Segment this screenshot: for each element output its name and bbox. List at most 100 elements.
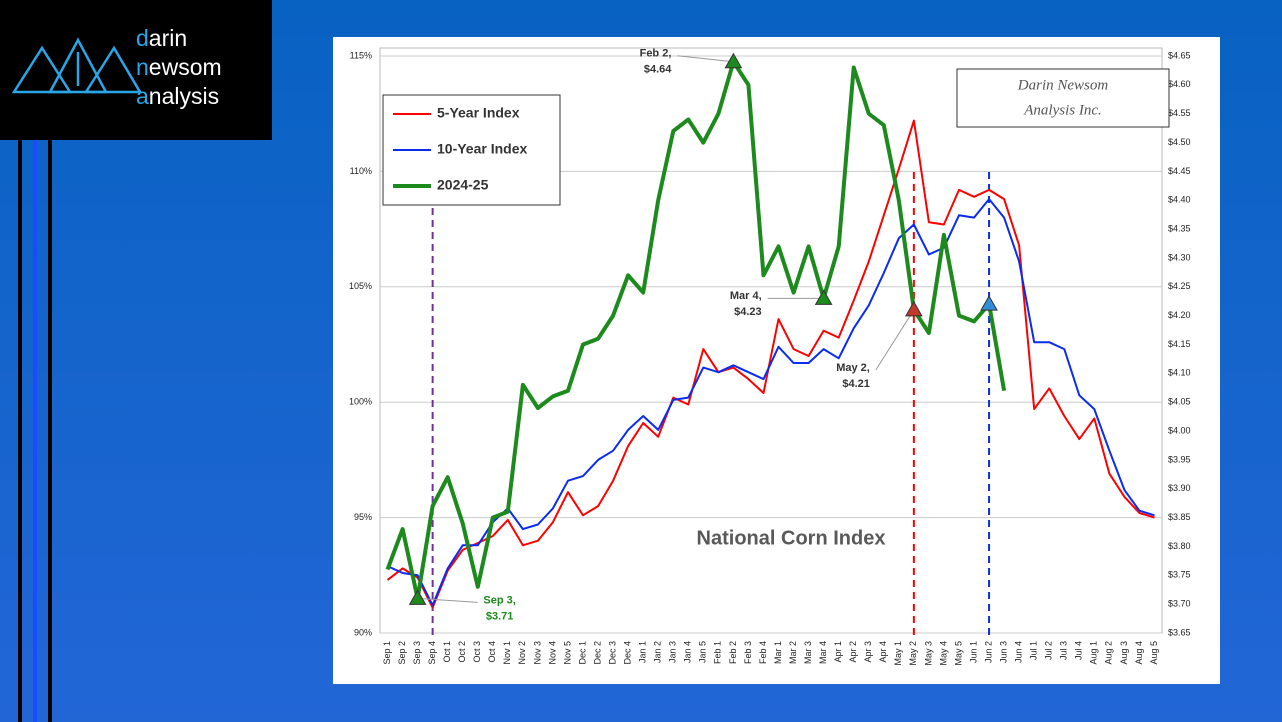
y2-tick-label: $4.25 — [1168, 281, 1191, 291]
y-tick-label: 100% — [349, 397, 372, 407]
series-line — [385, 59, 1007, 601]
y2-tick-label: $4.30 — [1168, 252, 1191, 262]
series-line — [387, 198, 1155, 607]
y2-tick-label: $4.05 — [1168, 397, 1191, 407]
annotation-text: $4.23 — [734, 306, 762, 318]
x-tick-label: Oct 3 — [472, 641, 482, 663]
logo-text: darin newsom analysis — [136, 24, 222, 111]
y2-tick-label: $4.50 — [1168, 137, 1191, 147]
x-tick-label: Mar 4 — [818, 641, 828, 664]
annotation-text: Feb 2, — [640, 48, 672, 60]
x-tick-label: Oct 4 — [487, 641, 497, 663]
legend-label: 2024-25 — [437, 177, 489, 193]
y2-tick-label: $4.45 — [1168, 166, 1191, 176]
x-tick-label: Jun 3 — [998, 641, 1008, 663]
point-marker — [814, 289, 833, 305]
decor-bar — [48, 140, 52, 722]
y2-tick-label: $3.80 — [1168, 541, 1191, 551]
point-marker — [905, 300, 923, 317]
x-tick-label: Aug 4 — [1134, 641, 1144, 665]
y-tick-label: 90% — [354, 627, 372, 637]
x-tick-label: Jan 4 — [683, 641, 693, 663]
x-tick-label: Dec 2 — [592, 641, 602, 665]
x-tick-label: Aug 5 — [1149, 641, 1159, 665]
y2-tick-label: $4.35 — [1168, 223, 1191, 233]
annotation-text: $4.64 — [644, 64, 672, 76]
y2-tick-label: $3.75 — [1168, 570, 1191, 580]
y2-tick-label: $3.90 — [1168, 483, 1191, 493]
x-tick-label: Nov 4 — [547, 641, 557, 665]
x-tick-label: Feb 1 — [713, 641, 723, 664]
point-marker — [980, 295, 998, 311]
y2-tick-label: $4.65 — [1168, 50, 1191, 60]
x-tick-label: Apr 1 — [833, 641, 843, 663]
annotation-text: $3.71 — [486, 610, 514, 622]
chart-panel: 90% 95% 100% 105% 110% 115% $3.65 $3.70 $3.75 $3.… — [333, 37, 1220, 684]
x-tick-label: Apr 3 — [863, 641, 873, 663]
x-tick-label: Jun 2 — [983, 641, 993, 663]
watermark-box — [956, 68, 1170, 128]
x-tick-label: Sep 4 — [427, 641, 437, 665]
logo-word: analysis — [136, 83, 220, 109]
x-tick-label: Nov 2 — [517, 641, 527, 665]
x-tick-label: Jan 3 — [668, 641, 678, 663]
x-tick-label: Aug 3 — [1119, 641, 1129, 665]
y2-tick-label: $3.70 — [1168, 599, 1191, 609]
leader-line — [677, 55, 734, 63]
x-tick-label: Dec 4 — [623, 641, 633, 665]
point-marker — [724, 52, 743, 69]
point-marker — [408, 589, 427, 605]
x-tick-label: Sep 3 — [412, 641, 422, 665]
y2-tick-label: $3.95 — [1168, 454, 1191, 464]
watermark-text: Analysis Inc. — [1023, 102, 1101, 118]
y2-tick-label: $4.10 — [1168, 368, 1191, 378]
y-tick-label: 105% — [349, 281, 372, 291]
leader-line — [417, 597, 478, 603]
annotation-text: May 2, — [836, 362, 870, 374]
y2-tick-label: $4.55 — [1168, 108, 1191, 118]
x-tick-label: Feb 3 — [743, 641, 753, 664]
x-tick-label: Feb 2 — [728, 641, 738, 664]
x-tick-label: May 1 — [893, 641, 903, 666]
y2-tick-label: $3.65 — [1168, 627, 1191, 637]
x-tick-label: Dec 1 — [577, 641, 587, 665]
annotation-text: $4.21 — [842, 378, 870, 390]
x-tick-label: Oct 2 — [457, 641, 467, 663]
watermark-text: Darin Newsom — [1017, 77, 1109, 93]
y-tick-label: 115% — [350, 50, 372, 60]
x-tick-label: Nov 5 — [562, 641, 572, 665]
x-tick-label: May 3 — [923, 641, 933, 666]
x-tick-label: Mar 2 — [788, 641, 798, 664]
x-tick-label: Feb 4 — [758, 641, 768, 664]
y2-tick-label: $4.20 — [1168, 310, 1191, 320]
legend: 5-Year Index 10-Year Index 2024-25 — [382, 94, 561, 206]
x-tick-label: Apr 4 — [878, 641, 888, 663]
leader-line — [875, 309, 915, 371]
x-tick-label: Jul 4 — [1074, 641, 1084, 660]
x-tick-label: Jun 4 — [1014, 641, 1024, 663]
x-tick-label: Nov 3 — [532, 641, 542, 665]
x-tick-label: Dec 3 — [607, 641, 617, 665]
x-tick-label: Sep 1 — [382, 641, 392, 665]
x-tick-label: Jan 2 — [653, 641, 663, 663]
x-tick-label: Jul 2 — [1044, 641, 1054, 660]
decor-bar — [33, 140, 37, 722]
x-tick-label: Nov 1 — [502, 641, 512, 665]
x-tick-label: Mar 1 — [773, 641, 783, 664]
x-tick-label: Oct 1 — [442, 641, 452, 663]
legend-label: 5-Year Index — [437, 105, 520, 121]
legend-label: 10-Year Index — [437, 141, 527, 157]
x-tick-label: Jan 5 — [698, 641, 708, 663]
x-tick-label: Mar 3 — [803, 641, 813, 664]
logo: darin newsom analysis — [0, 0, 272, 140]
x-tick-label: Sep 2 — [397, 641, 407, 665]
series-line — [386, 119, 1155, 609]
x-tick-label: May 5 — [953, 641, 963, 666]
y2-tick-label: $4.15 — [1168, 339, 1191, 349]
x-tick-label: May 4 — [938, 641, 948, 666]
y2-tick-label: $3.85 — [1168, 512, 1191, 522]
y-tick-label: 110% — [350, 166, 372, 176]
x-tick-label: Aug 1 — [1089, 641, 1099, 665]
y-tick-label: 95% — [354, 512, 372, 522]
